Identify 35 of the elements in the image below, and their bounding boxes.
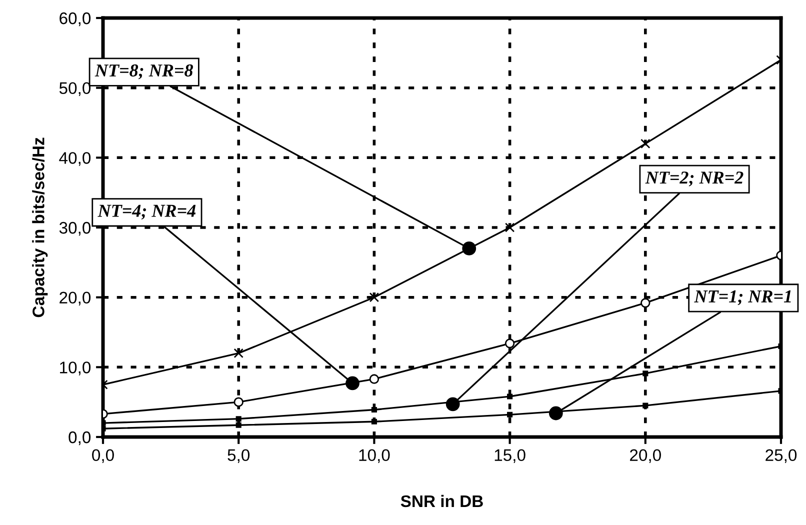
point [507, 412, 513, 418]
x-tick-label: 5,0 [228, 449, 250, 464]
point [507, 394, 513, 400]
y-tick-label: 10,0 [60, 362, 91, 376]
annotation: NT=8; NR=8 [94, 64, 193, 80]
y-axis-title: Capacity in bits/sec/Hz [32, 138, 48, 318]
x-tick-label: 20,0 [630, 449, 661, 464]
point [504, 222, 515, 232]
point [371, 418, 377, 424]
point [369, 292, 380, 302]
annotation: NT=4; NR=4 [98, 204, 196, 220]
point [236, 422, 242, 428]
x-tick-label: 10,0 [359, 449, 390, 464]
x-tick-label: 25,0 [766, 449, 797, 464]
point [642, 402, 648, 408]
point [234, 397, 244, 407]
y-tick-label: 40,0 [59, 152, 91, 166]
y-tick-label: 0,0 [68, 431, 91, 446]
annotation: NT=2; NR=2 [645, 172, 744, 186]
point [236, 416, 242, 422]
point [504, 338, 515, 348]
point [371, 406, 377, 413]
point [369, 374, 380, 384]
x-tick-label: 15,0 [494, 449, 526, 464]
y-tick-label: 30,0 [59, 222, 91, 236]
y-tick-label: 20,0 [60, 292, 91, 306]
y-tick-label: 60,0 [60, 12, 91, 26]
x-tick-label: 0,0 [92, 449, 114, 464]
point [640, 298, 650, 308]
point [234, 348, 244, 358]
annotation: NT=1; NR=1 [694, 290, 791, 306]
x-axis-title: SNR in DB [400, 494, 483, 508]
point [642, 370, 648, 376]
y-tick-label: 50,0 [59, 82, 91, 96]
point [640, 138, 650, 149]
